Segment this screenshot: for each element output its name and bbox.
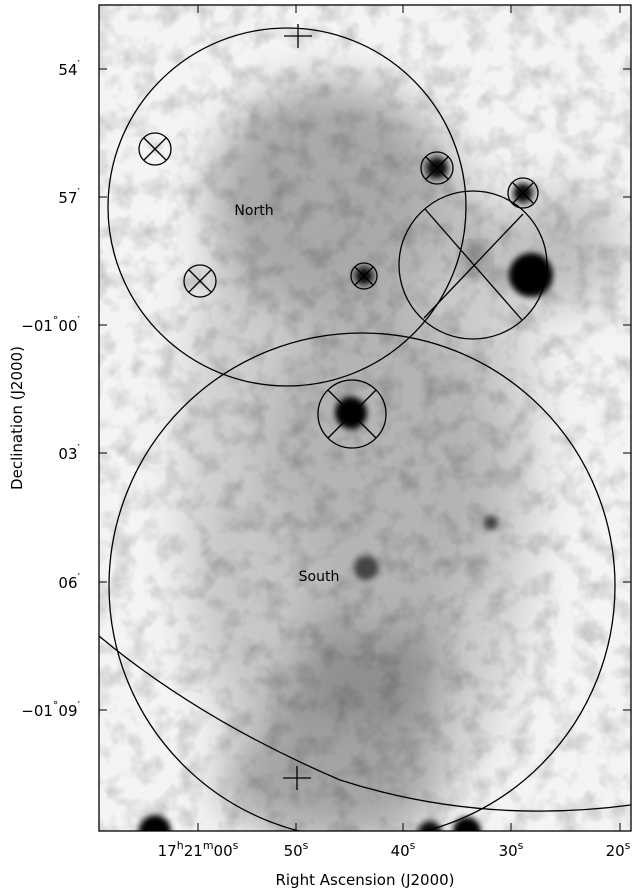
dec-label-57: 57′ [58, 186, 80, 207]
y-axis-title: Declination (J2000) [8, 346, 26, 490]
xray-image [99, 5, 631, 831]
excluded-region-small-1 [138, 132, 172, 166]
north-region-circle [107, 27, 467, 387]
ra-label-50: 50s [284, 839, 309, 860]
excluded-region-small-4 [507, 177, 539, 209]
ra-label-30: 30s [499, 839, 524, 860]
plot-frame [98, 4, 632, 832]
pointing-crosshair-bottom [283, 766, 311, 790]
region-overlays [99, 24, 631, 831]
axis-ticks [99, 5, 631, 831]
region-label-north: North [234, 203, 273, 219]
south-region-circle [108, 332, 616, 831]
excluded-region-small-5 [350, 262, 378, 290]
dec-label-06: 06′ [58, 571, 80, 592]
ra-tick-labels: 17h21m00s 50s 40s 30s 20s [158, 839, 631, 860]
ra-label-40: 40s [391, 839, 416, 860]
dec-tick-labels: 54′ 57′ −01°00′ 03′ 06′ −01°09′ [21, 58, 80, 720]
region-label-south: South [299, 569, 340, 585]
excluded-region-small-3 [420, 151, 454, 185]
ra-label-172100: 17h21m00s [158, 839, 239, 860]
dec-label-109: −01°09′ [21, 699, 80, 720]
large-arc [99, 635, 631, 812]
dec-label-03: 03′ [58, 442, 80, 463]
x-axis-title: Right Ascension (J2000) [275, 871, 454, 889]
dec-label-100: −01°00′ [21, 314, 80, 335]
excluded-region-small-2 [183, 264, 217, 298]
excluded-region-large [398, 190, 548, 340]
dec-label-54: 54′ [58, 58, 80, 79]
excluded-region-center [317, 379, 387, 449]
ra-label-20: 20s [606, 839, 631, 860]
pointing-crosshair-top [284, 24, 312, 48]
